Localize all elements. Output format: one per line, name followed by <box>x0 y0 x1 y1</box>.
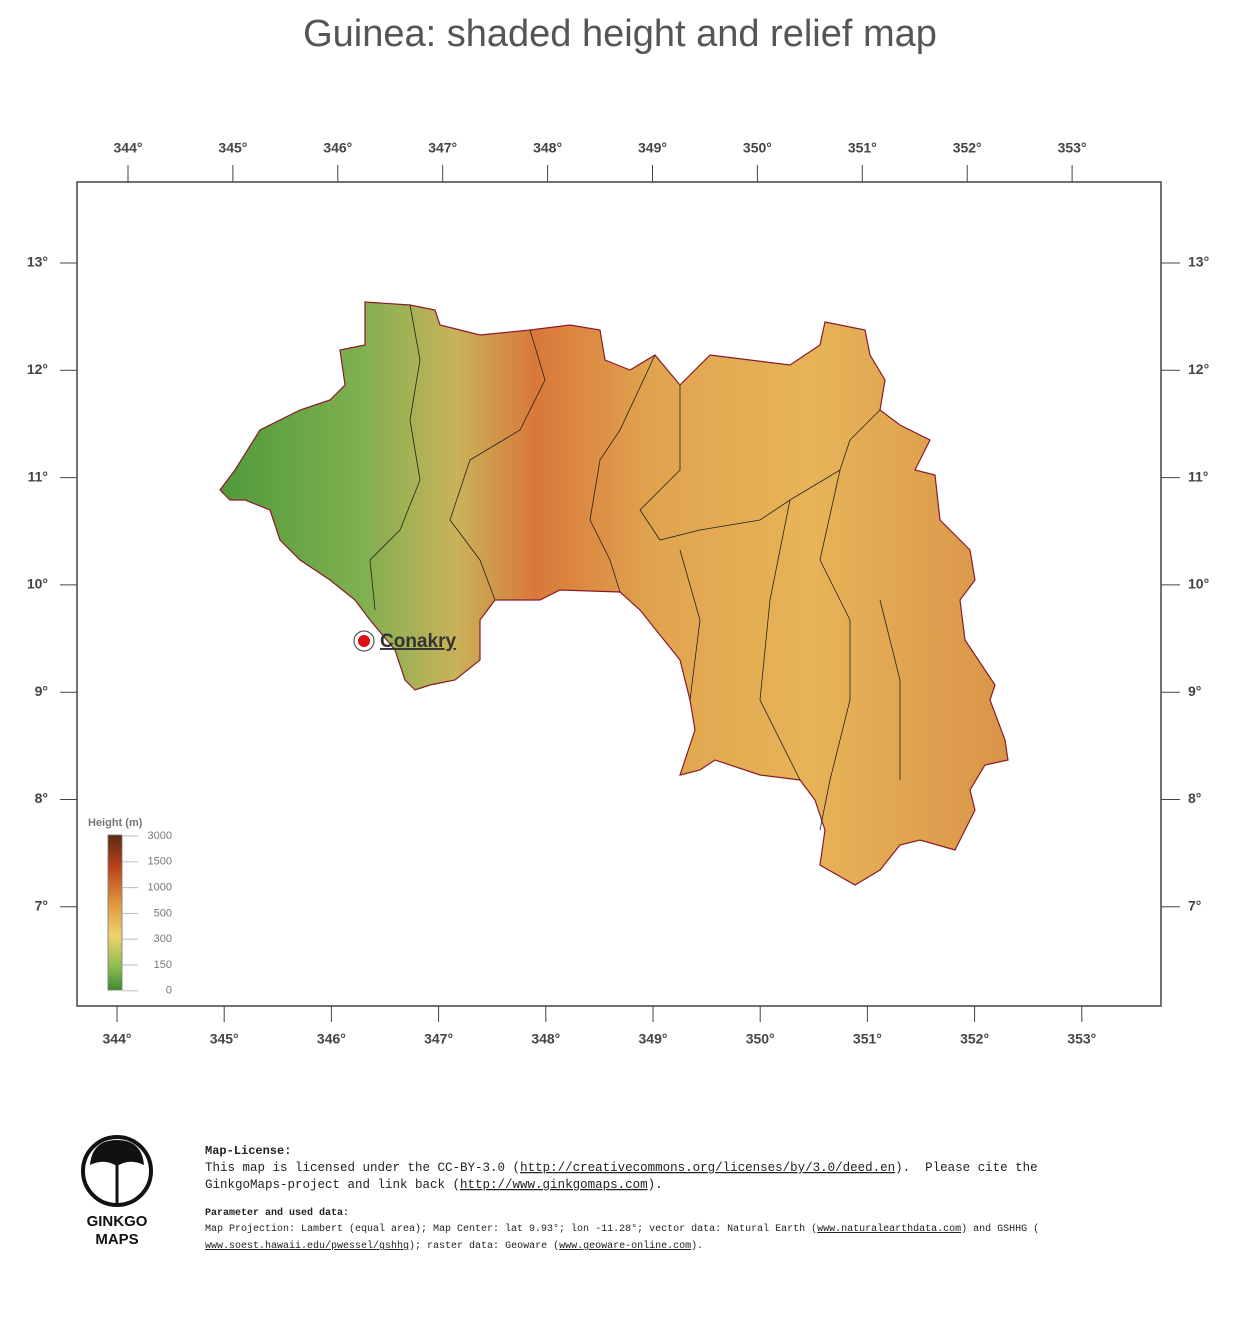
top-tick-label: 345° <box>218 140 247 156</box>
link[interactable]: www.soest.hawaii.edu/pwessel/gshhg <box>205 1240 409 1252</box>
logo-line2: MAPS <box>95 1231 138 1248</box>
legend-label: 300 <box>154 933 172 945</box>
link[interactable]: http://www.ginkgomaps.com <box>460 1178 648 1192</box>
top-tick-label: 351° <box>848 140 877 156</box>
top-tick-label: 352° <box>953 140 982 156</box>
right-tick-label: 13° <box>1188 254 1209 270</box>
link[interactable]: www.geoware-online.com <box>559 1240 691 1252</box>
legend-label: 1500 <box>148 856 172 868</box>
text: Map Projection: Lambert (equal area); Ma… <box>205 1223 817 1235</box>
text: ); raster data: Geoware ( <box>409 1240 559 1252</box>
text: This map is licensed under the CC-BY-3.0… <box>205 1161 520 1175</box>
legend-label: 1000 <box>148 882 172 894</box>
country-shape <box>219 301 1009 886</box>
bottom-tick-label: 348° <box>531 1031 560 1047</box>
top-tick-label: 347° <box>428 140 457 156</box>
top-tick-label: 350° <box>743 140 772 156</box>
bottom-tick-label: 350° <box>746 1031 775 1047</box>
legend-label: 0 <box>166 985 172 997</box>
license-line: GinkgoMaps-project and link back (http:/… <box>205 1178 663 1192</box>
left-tick-label: 8° <box>35 790 48 806</box>
legend-label: 150 <box>154 959 172 971</box>
logo-line1: GINKGO <box>87 1213 148 1230</box>
bottom-tick-label: 353° <box>1067 1031 1096 1047</box>
title: Guinea: shaded height and relief map <box>303 13 937 55</box>
bottom-tick-label: 349° <box>639 1031 668 1047</box>
text: ). Please cite the <box>895 1161 1038 1175</box>
bottom-tick-label: 352° <box>960 1031 989 1047</box>
bottom-tick-label: 344° <box>103 1031 132 1047</box>
legend-label: 500 <box>154 907 172 919</box>
city-label: Conakry <box>380 631 456 652</box>
link[interactable]: http://creativecommons.org/licenses/by/3… <box>520 1161 895 1175</box>
link[interactable]: www.naturalearthdata.com <box>817 1223 961 1235</box>
parameters-heading: Parameter and used data: <box>205 1207 349 1219</box>
parameters-line: Map Projection: Lambert (equal area); Ma… <box>205 1223 1039 1235</box>
left-tick-label: 12° <box>27 361 48 377</box>
internal-borders <box>369 304 901 831</box>
bottom-tick-label: 351° <box>853 1031 882 1047</box>
text: ) and GSHHG ( <box>961 1223 1039 1235</box>
right-tick-label: 9° <box>1188 683 1201 699</box>
license-heading: Map-License: <box>205 1144 291 1158</box>
city-dot <box>358 635 370 647</box>
top-tick-label: 346° <box>323 140 352 156</box>
left-tick-label: 11° <box>28 468 48 484</box>
left-tick-label: 13° <box>27 254 48 270</box>
top-tick-label: 344° <box>114 140 143 156</box>
bottom-tick-label: 345° <box>210 1031 239 1047</box>
right-tick-label: 8° <box>1188 790 1201 806</box>
parameters-line: www.soest.hawaii.edu/pwessel/gshhg); ras… <box>205 1240 703 1252</box>
bottom-tick-label: 346° <box>317 1031 346 1047</box>
left-tick-label: 7° <box>35 898 48 914</box>
text: ). <box>648 1178 663 1192</box>
right-tick-label: 10° <box>1188 576 1209 592</box>
text: ). <box>691 1240 703 1252</box>
left-tick-label: 9° <box>35 683 48 699</box>
legend-label: 3000 <box>148 830 172 842</box>
city-ring <box>353 630 375 652</box>
license-line: This map is licensed under the CC-BY-3.0… <box>205 1161 1038 1175</box>
right-tick-label: 7° <box>1188 898 1201 914</box>
top-tick-label: 349° <box>638 140 667 156</box>
legend-title: Height (m) <box>88 817 143 829</box>
top-tick-label: 348° <box>533 140 562 156</box>
top-tick-label: 353° <box>1058 140 1087 156</box>
text: GinkgoMaps-project and link back ( <box>205 1178 460 1192</box>
legend-colorbar <box>107 834 123 991</box>
map-frame <box>76 181 1162 1007</box>
right-tick-label: 11° <box>1188 468 1208 484</box>
left-tick-label: 10° <box>27 576 48 592</box>
bottom-tick-label: 347° <box>424 1031 453 1047</box>
logo: GINKGO MAPS <box>81 1135 153 1248</box>
right-tick-label: 12° <box>1188 361 1209 377</box>
